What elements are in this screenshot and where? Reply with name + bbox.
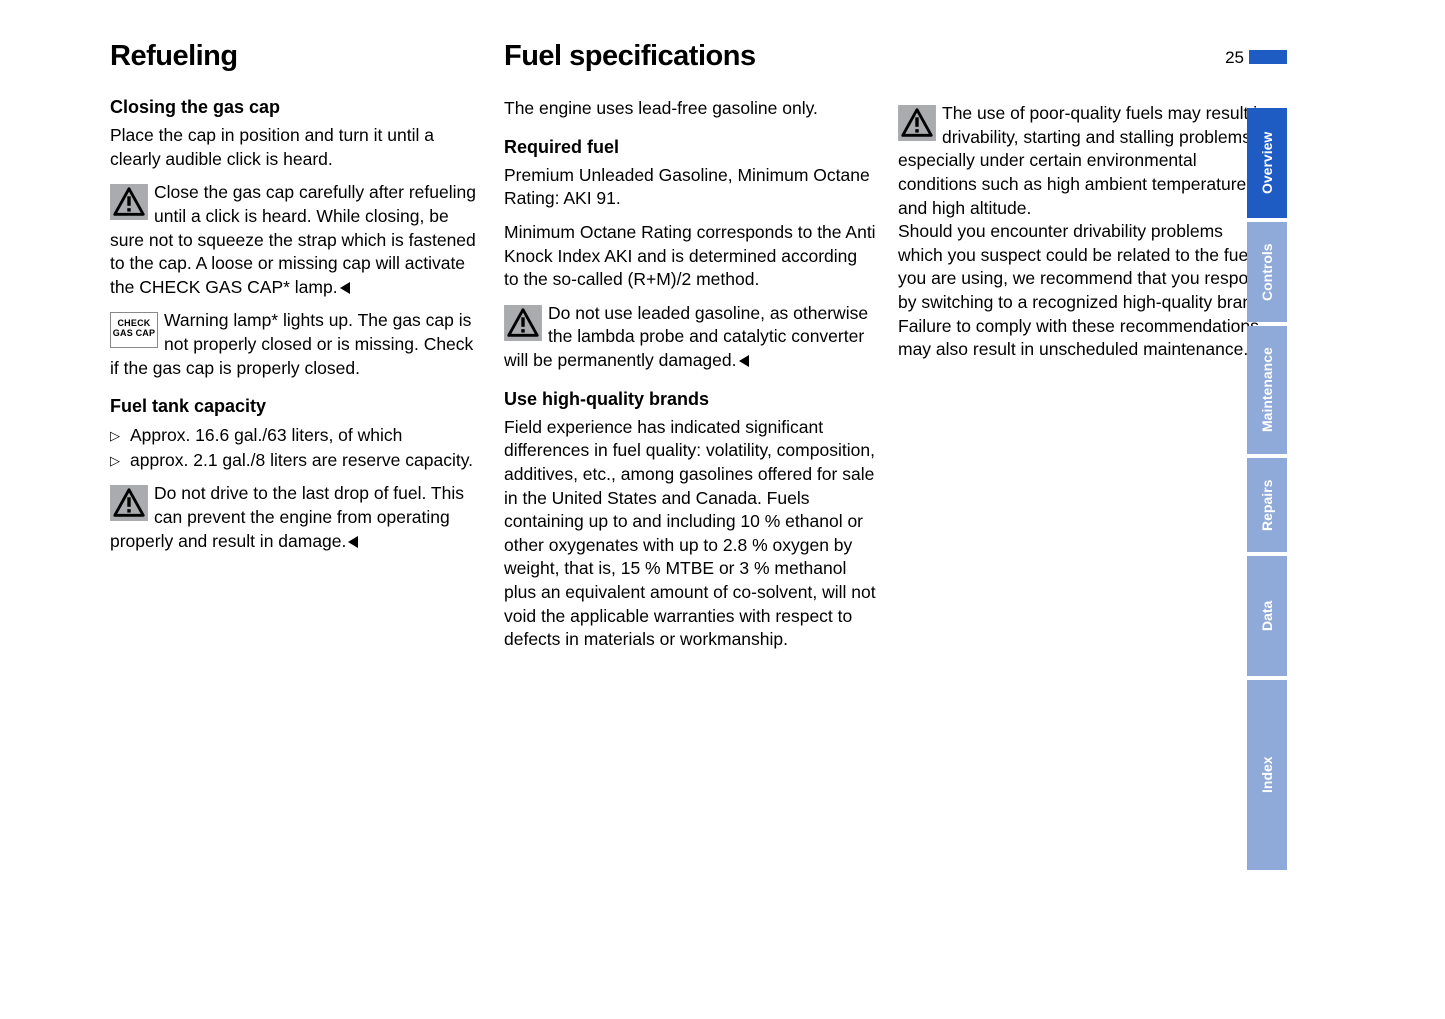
subheading-fuel-tank-capacity: Fuel tank capacity: [110, 396, 482, 417]
column-3: The use of poor-quality fuels may result…: [898, 40, 1270, 662]
page-number-marker: [1249, 50, 1287, 64]
warning-text: Do not use leaded gasoline, as otherwise…: [504, 303, 868, 370]
tab-maintenance[interactable]: Maintenance: [1247, 326, 1287, 454]
warning-text: Close the gas cap carefully after refuel…: [110, 182, 476, 297]
warning-block: The use of poor-quality fuels may result…: [898, 102, 1270, 220]
end-marker-icon: [739, 355, 749, 367]
subheading-closing-gas-cap: Closing the gas cap: [110, 97, 482, 118]
page-number: 25: [1225, 48, 1244, 68]
column-1: Refueling Closing the gas cap Place the …: [110, 40, 482, 662]
tab-data[interactable]: Data: [1247, 556, 1287, 676]
body-text: Field experience has indicated signifi­c…: [504, 416, 876, 652]
warning-icon: [898, 105, 936, 141]
end-marker-icon: [340, 282, 350, 294]
body-text: Should you encounter drivability prob­le…: [898, 220, 1270, 315]
warning-text: Warning lamp* lights up. The gas cap is …: [110, 310, 473, 377]
warning-text: The use of poor-quality fuels may result…: [898, 103, 1267, 218]
heading-fuel-specifications: Fuel specifications: [504, 40, 876, 73]
warning-icon: [110, 485, 148, 521]
end-marker-icon: [348, 536, 358, 548]
warning-icon: [110, 184, 148, 220]
section-tabs: OverviewControlsMaintenanceRepairsDataIn…: [1247, 108, 1287, 874]
manual-page: Refueling Closing the gas cap Place the …: [0, 0, 1248, 702]
warning-block: Do not drive to the last drop of fuel. T…: [110, 482, 482, 553]
body-text: Premium Unleaded Gasoline, Minimum Octan…: [504, 164, 876, 211]
warning-icon: [504, 305, 542, 341]
tab-index[interactable]: Index: [1247, 680, 1287, 870]
body-text: The engine uses lead-free gasoline only.: [504, 97, 876, 121]
tab-overview[interactable]: Overview: [1247, 108, 1287, 218]
warning-block: Close the gas cap carefully after refuel…: [110, 181, 482, 299]
warning-text: Do not drive to the last drop of fuel. T…: [110, 483, 464, 550]
heading-refueling: Refueling: [110, 40, 482, 73]
capacity-list: Approx. 16.6 gal./63 liters, of which ap…: [110, 423, 482, 472]
body-text: Failure to comply with these recom­menda…: [898, 315, 1270, 362]
body-text: Minimum Octane Rating corresponds to the…: [504, 221, 876, 292]
tab-repairs[interactable]: Repairs: [1247, 458, 1287, 552]
column-2: Fuel specifications The engine uses lead…: [504, 40, 876, 662]
list-item: Approx. 16.6 gal./63 liters, of which: [110, 423, 482, 448]
warning-block: CHECK GAS CAP Warning lamp* lights up. T…: [110, 309, 482, 380]
warning-block: Do not use leaded gasoline, as otherwise…: [504, 302, 876, 373]
body-text: Place the cap in position and turn it un…: [110, 124, 482, 171]
subheading-high-quality-brands: Use high-quality brands: [504, 389, 876, 410]
check-gas-cap-icon: CHECK GAS CAP: [110, 312, 158, 348]
subheading-required-fuel: Required fuel: [504, 137, 876, 158]
tab-controls[interactable]: Controls: [1247, 222, 1287, 322]
list-item: approx. 2.1 gal./8 liters are reserve ca…: [110, 448, 482, 473]
